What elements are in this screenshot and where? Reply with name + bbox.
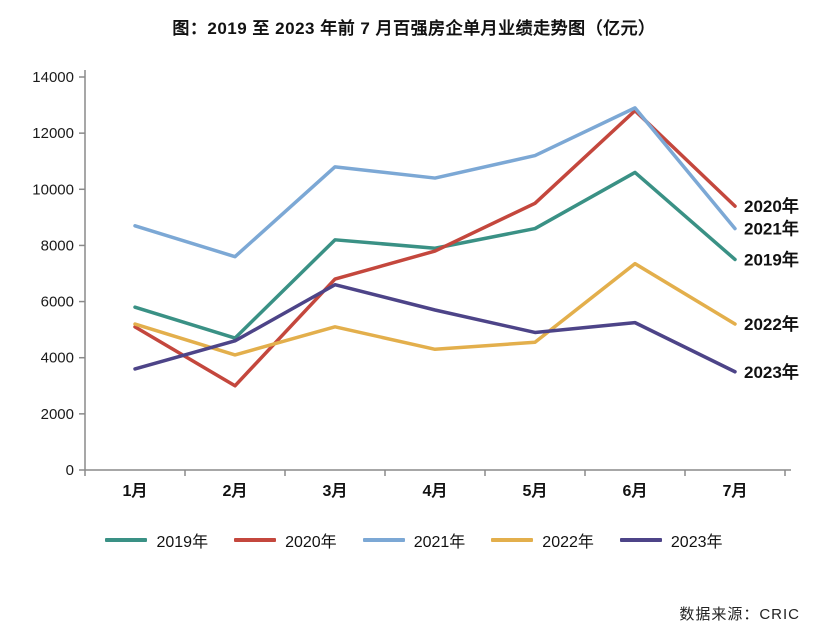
legend-item-2019年: 2019年	[105, 528, 208, 552]
series-end-label: 2019年	[744, 249, 799, 269]
series-end-label: 2021年	[744, 219, 799, 239]
x-tick-label: 2月	[223, 482, 248, 500]
legend-label: 2021年	[413, 534, 466, 551]
chart-title: 图：2019 至 2023 年前 7 月百强房企单月业绩走势图（亿元）	[172, 19, 656, 38]
series-line-2021年	[133, 106, 737, 259]
legend-item-2023年: 2023年	[619, 528, 723, 552]
series-end-label: 2022年	[744, 314, 799, 334]
x-tick-label: 1月	[123, 482, 148, 500]
series-end-label: 2023年	[744, 362, 799, 382]
y-tick-label: 8000	[41, 237, 74, 254]
y-tick-label: 6000	[41, 294, 74, 311]
legend-label: 2023年	[670, 534, 723, 551]
y-tick-label: 2000	[41, 406, 74, 423]
y-tick-label: 12000	[32, 125, 74, 142]
legend-swatch	[362, 538, 405, 542]
x-tick-label: 4月	[423, 482, 448, 500]
y-tick-label: 0	[66, 462, 74, 479]
series-line-2023年	[133, 282, 737, 374]
legend-item-2020年: 2020年	[234, 528, 337, 552]
legend-swatch	[105, 538, 148, 542]
series-line-2022年	[133, 261, 737, 357]
x-tick-label: 3月	[323, 482, 348, 500]
y-tick-label: 10000	[32, 181, 74, 198]
legend-label: 2022年	[542, 534, 594, 551]
y-tick-label: 4000	[41, 350, 74, 367]
legend-label: 2020年	[285, 534, 337, 551]
legend-swatch	[619, 538, 662, 542]
data-source-label: 数据来源：CRIC	[679, 606, 800, 623]
legend-item-2021年: 2021年	[362, 528, 466, 552]
y-tick-label: 14000	[32, 69, 74, 86]
x-tick-label: 5月	[523, 482, 548, 500]
line-chart: 0 2000 4000 6000 8000 10000 12000 14000 1月 2月 3月 4月…	[32, 69, 799, 500]
legend-label: 2019年	[156, 534, 209, 551]
legend-swatch	[234, 538, 277, 542]
legend-swatch	[491, 538, 534, 542]
chart-legend: 2019年 2020年 2021年 2022年 2023年	[0, 528, 828, 552]
series-line-2019年	[133, 170, 737, 340]
series-line-2020年	[133, 108, 737, 388]
x-tick-label: 7月	[723, 482, 748, 500]
series-end-label: 2020年	[744, 196, 799, 216]
x-tick-label: 6月	[623, 482, 648, 500]
legend-item-2022年: 2022年	[491, 528, 594, 552]
